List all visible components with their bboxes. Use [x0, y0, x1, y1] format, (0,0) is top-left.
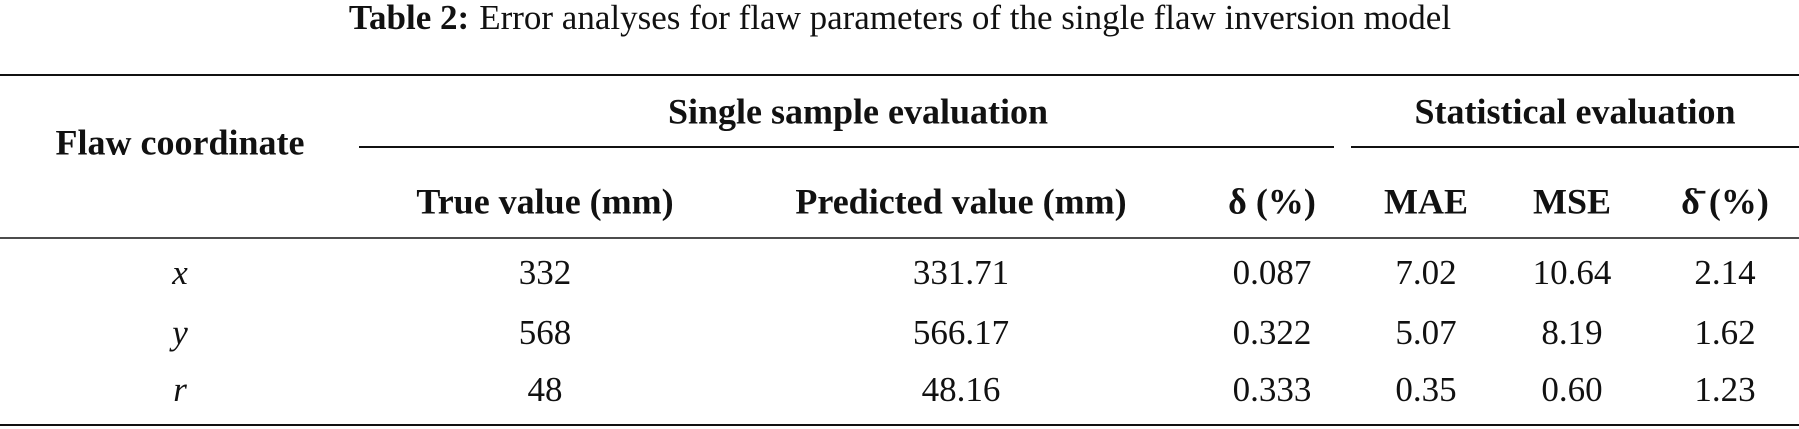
cell: 0.35 [1395, 370, 1456, 409]
cell: 332 [519, 253, 572, 292]
cell: 7.02 [1395, 253, 1456, 292]
cell: 2.14 [1694, 253, 1755, 292]
row-label: x [171, 253, 188, 292]
group-header: Single sample evaluation [668, 91, 1048, 131]
column-header: Predicted value (mm) [795, 181, 1126, 221]
column-header: δ̄ (%) [1681, 181, 1769, 221]
caption: Table 2: Error analyses for flaw paramete… [349, 0, 1451, 37]
cell: 1.62 [1694, 313, 1755, 352]
cell: 331.71 [913, 253, 1009, 292]
row-label: y [169, 313, 188, 352]
caption-label: Table 2: [349, 0, 469, 37]
cell: 48 [528, 370, 563, 409]
row-header: Flaw coordinate [56, 122, 305, 162]
cell: 0.322 [1233, 313, 1312, 352]
column-header: MAE [1384, 181, 1468, 221]
cell: 566.17 [913, 313, 1009, 352]
column-header: True value (mm) [416, 181, 673, 221]
cell: 0.333 [1233, 370, 1312, 409]
cell: 48.16 [922, 370, 1001, 409]
row-label: r [173, 370, 187, 409]
cell: 0.60 [1541, 370, 1602, 409]
cell: 0.087 [1233, 253, 1312, 292]
group-header: Statistical evaluation [1415, 91, 1736, 131]
column-header: δ (%) [1228, 181, 1316, 221]
cell: 10.64 [1533, 253, 1612, 292]
cell: 5.07 [1395, 313, 1456, 352]
cell: 1.23 [1694, 370, 1755, 409]
caption-text: Error analyses for flaw parameters of th… [479, 0, 1451, 37]
cell: 568 [519, 313, 572, 352]
cell: 8.19 [1541, 313, 1602, 352]
column-header: MSE [1533, 181, 1611, 221]
